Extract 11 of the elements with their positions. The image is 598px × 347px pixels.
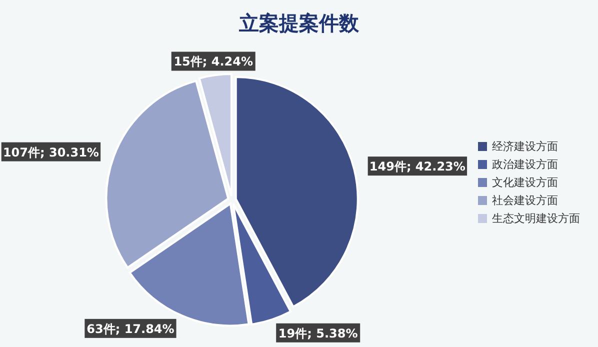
chart-title: 立案提案件数 — [238, 11, 360, 35]
legend-label: 文化建设方面 — [492, 176, 558, 189]
legend-label: 社会建设方面 — [492, 194, 558, 207]
data-label: 63件; 17.84% — [86, 322, 174, 336]
data-label: 107件; 30.31% — [2, 145, 99, 160]
legend-label: 政治建设方面 — [492, 158, 558, 171]
legend-label: 生态文明建设方面 — [492, 212, 580, 225]
data-label: 15件; 4.24% — [174, 54, 254, 69]
data-label: 19件; 5.38% — [278, 326, 358, 340]
data-label: 149件; 42.23% — [369, 160, 466, 174]
legend-label: 经济建设方面 — [492, 140, 558, 153]
